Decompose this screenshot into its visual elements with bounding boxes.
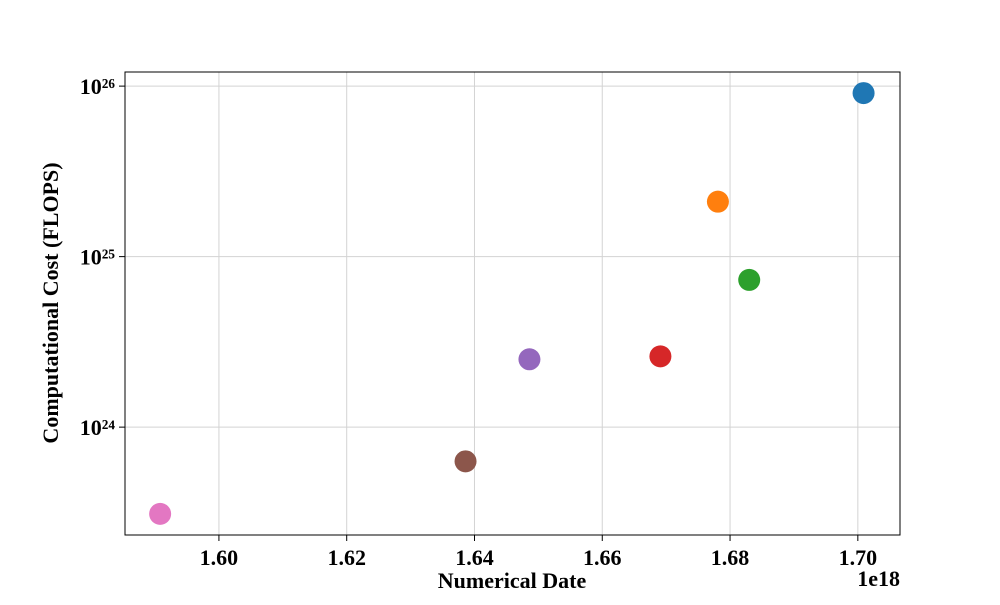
x-tick-label: 1.66 — [583, 545, 622, 570]
plot-frame — [124, 71, 901, 536]
x-tick-label: 1.68 — [711, 545, 750, 570]
y-axis-title: Computational Cost (FLOPS) — [38, 162, 63, 443]
x-tick-label: 1.60 — [200, 545, 239, 570]
x-offset-label: 1e18 — [857, 566, 900, 591]
y-tick-label: 10²⁵ — [80, 245, 116, 270]
point — [454, 450, 477, 473]
x-tick-label: 1.64 — [455, 545, 494, 570]
point — [852, 82, 875, 105]
x-tick-label: 1.70 — [839, 545, 878, 570]
y-tick-label: 10²⁶ — [80, 74, 116, 99]
y-tick-label: 10²⁴ — [80, 415, 116, 440]
point — [518, 348, 541, 371]
x-axis-title: Numerical Date — [438, 568, 587, 593]
point — [706, 190, 729, 213]
point — [649, 345, 672, 368]
point — [149, 502, 172, 525]
point — [738, 268, 761, 291]
x-tick-label: 1.62 — [327, 545, 366, 570]
